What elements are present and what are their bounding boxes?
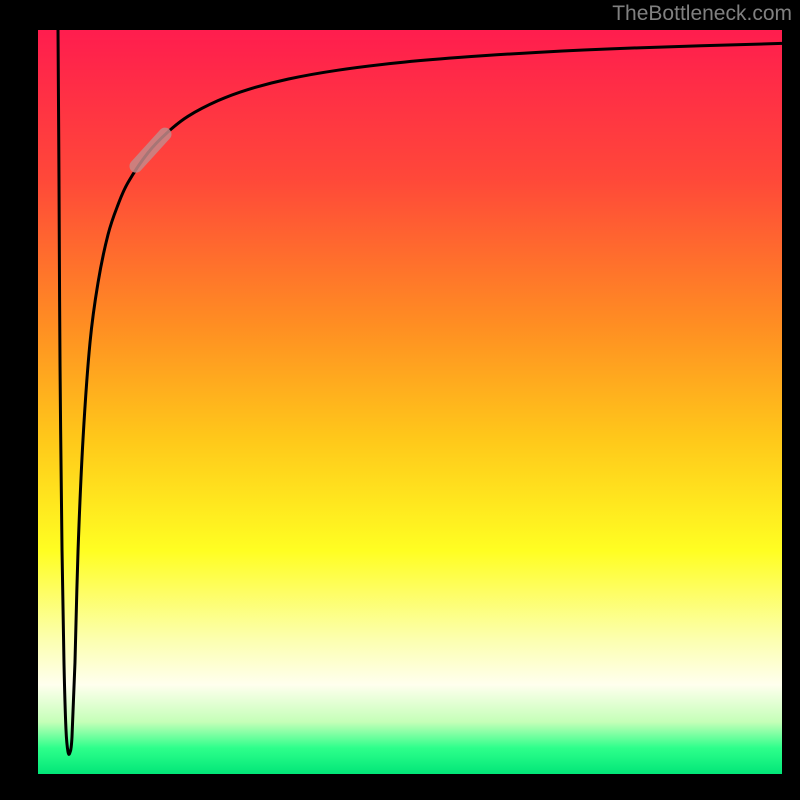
chart-curve-layer [38, 30, 782, 774]
watermark-text: TheBottleneck.com [612, 2, 792, 26]
chart-plot-area [38, 30, 782, 774]
highlight-segment [136, 134, 165, 166]
